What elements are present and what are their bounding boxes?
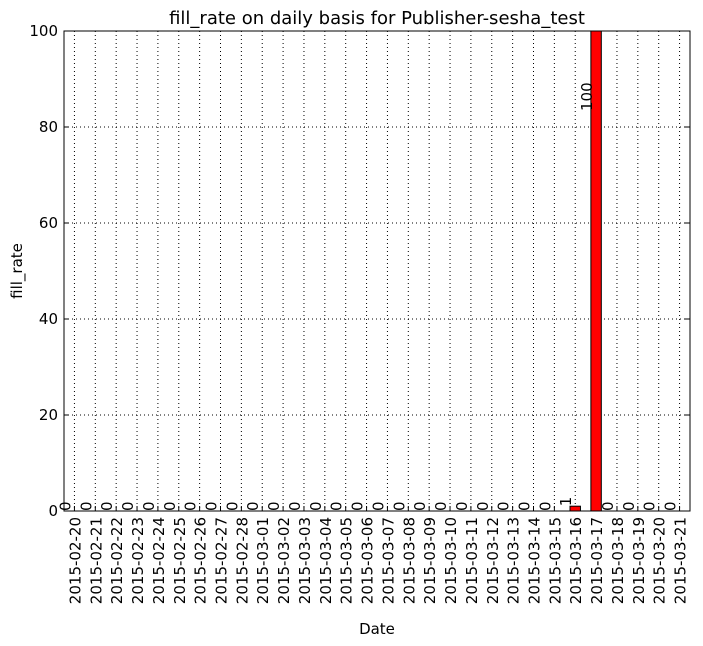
x-tick-label: 2015-03-12: [484, 517, 502, 604]
y-tick-label: 80: [39, 118, 58, 136]
x-tick-label: 2015-02-23: [129, 517, 147, 604]
x-tick-label: 2015-03-07: [379, 517, 397, 604]
plot-frame: [63, 30, 691, 512]
value-label: 0: [98, 501, 116, 511]
value-label: 0: [265, 501, 283, 511]
value-label: 0: [56, 501, 74, 511]
value-label: 0: [223, 501, 241, 511]
value-label: 100: [578, 82, 596, 111]
x-tick-label: 2015-03-05: [338, 517, 356, 604]
value-label: 0: [77, 501, 95, 511]
value-label: 0: [411, 501, 429, 511]
x-tick-label: 2015-03-03: [296, 517, 314, 604]
x-tick-label: 2015-02-27: [213, 517, 231, 604]
value-label: 0: [328, 501, 346, 511]
x-tick-label: 2015-03-06: [359, 517, 377, 604]
x-tick-label: 2015-03-19: [630, 517, 648, 604]
value-label: 1: [557, 497, 575, 507]
value-label: 0: [620, 501, 638, 511]
y-tick-label: 40: [39, 310, 58, 328]
x-tick-label: 2015-03-08: [400, 517, 418, 604]
x-tick-label: 2015-03-04: [317, 517, 335, 604]
x-tick-label: 2015-02-20: [66, 517, 84, 604]
x-tick-label: 2015-02-26: [192, 517, 210, 604]
x-axis-label: Date: [359, 620, 395, 638]
x-tick-label: 2015-03-18: [609, 517, 627, 604]
value-label: 0: [307, 501, 325, 511]
x-tick-label: 2015-02-28: [233, 517, 251, 604]
y-tick-label: 100: [29, 22, 58, 40]
value-label: 0: [495, 501, 513, 511]
x-tick-label: 2015-02-24: [150, 517, 168, 604]
x-tick-label: 2015-03-16: [567, 517, 585, 604]
value-label: 0: [349, 501, 367, 511]
value-label: 0: [432, 501, 450, 511]
x-tick-label: 2015-03-11: [463, 517, 481, 604]
value-label: 0: [536, 501, 554, 511]
x-tick-label: 2015-02-25: [171, 517, 189, 604]
value-label: 0: [182, 501, 200, 511]
value-label: 0: [516, 501, 534, 511]
x-tick-label: 2015-03-20: [651, 517, 669, 604]
value-label: 0: [161, 501, 179, 511]
value-label: 0: [390, 501, 408, 511]
x-tick-label: 2015-03-01: [254, 517, 272, 604]
y-tick-label: 0: [48, 502, 58, 520]
y-axis-label: fill_rate: [8, 243, 27, 299]
x-tick-label: 2015-03-14: [526, 517, 544, 604]
value-label: 0: [244, 501, 262, 511]
value-label: 0: [474, 501, 492, 511]
value-label: 0: [453, 501, 471, 511]
x-tick-label: 2015-03-02: [275, 517, 293, 604]
chart-title: fill_rate on daily basis for Publisher-s…: [169, 8, 585, 29]
value-label: 0: [662, 501, 680, 511]
x-tick-label: 2015-03-09: [421, 517, 439, 604]
x-tick-label: 2015-03-13: [505, 517, 523, 604]
value-label: 0: [286, 501, 304, 511]
x-tick-label: 2015-03-15: [546, 517, 564, 604]
x-tick-label: 2015-03-21: [672, 517, 690, 604]
value-label: 0: [599, 501, 617, 511]
x-tick-label: 2015-03-10: [442, 517, 460, 604]
value-label: 0: [119, 501, 137, 511]
y-tick-label: 20: [39, 406, 58, 424]
value-label: 0: [140, 501, 158, 511]
y-tick-label: 60: [39, 214, 58, 232]
x-tick-label: 2015-02-21: [87, 517, 105, 604]
x-tick-label: 2015-03-17: [588, 517, 606, 604]
value-label: 0: [369, 501, 387, 511]
value-label: 0: [641, 501, 659, 511]
value-label: 0: [203, 501, 221, 511]
x-tick-label: 2015-02-22: [108, 517, 126, 604]
